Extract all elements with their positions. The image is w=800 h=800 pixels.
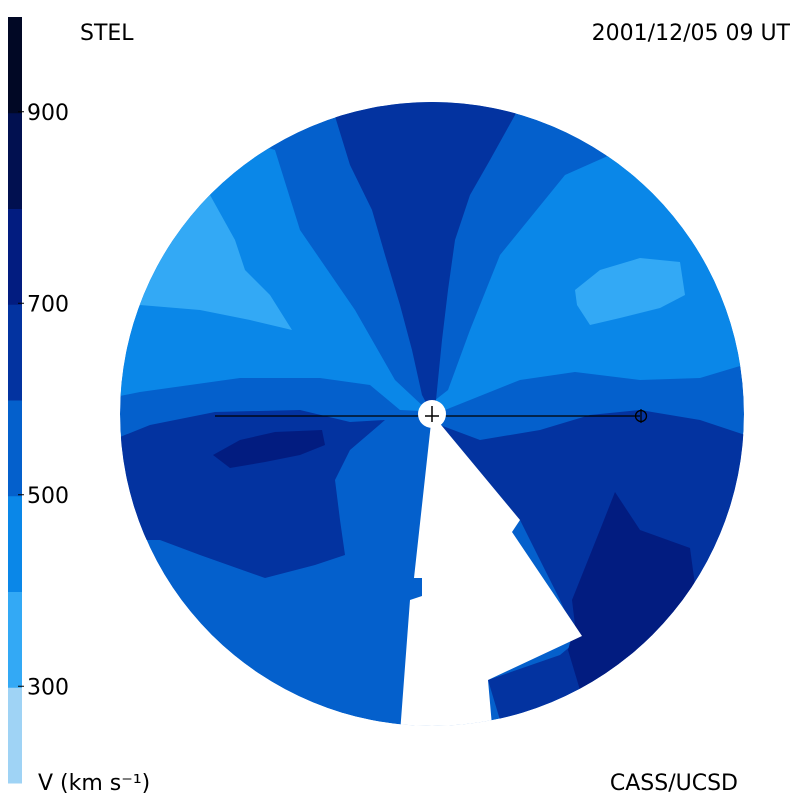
colorbar-level-800 — [8, 112, 22, 209]
datetime-label: 2001/12/05 09 UT — [592, 21, 791, 46]
earth-marker — [634, 409, 648, 423]
colorbar-tick-label: 700 — [27, 292, 69, 317]
credit-label: CASS/UCSD — [610, 771, 738, 796]
colorbar-level-300 — [8, 591, 22, 688]
colorbar-level-500 — [8, 400, 22, 497]
colorbar-ticks: 900 700 500 300 — [18, 101, 69, 700]
region-v600-north — [330, 102, 520, 410]
colorbar-tick-label: 500 — [27, 484, 69, 509]
colorbar-level-600 — [8, 304, 22, 401]
region-v400-upper — [120, 102, 744, 412]
region-v600-southwest — [120, 410, 385, 578]
region-v700-southeast — [568, 492, 695, 690]
colorbar-level-700 — [8, 208, 22, 305]
region-v700-southwest — [213, 430, 325, 468]
colorbar-tick-label: 900 — [27, 101, 69, 126]
colorbar-level-400 — [8, 495, 22, 592]
colorbar-tick-label: 300 — [27, 675, 69, 700]
instrument-label: STEL — [80, 21, 134, 46]
no-data-wedge — [398, 414, 582, 726]
colorbar — [8, 17, 22, 784]
sun-marker — [418, 400, 446, 428]
region-v300-right — [575, 258, 685, 325]
units-label: V (km s⁻¹) — [38, 771, 150, 796]
colorbar-level-200 — [8, 687, 22, 784]
velocity-disk — [120, 102, 744, 726]
colorbar-level-900 — [8, 17, 22, 114]
